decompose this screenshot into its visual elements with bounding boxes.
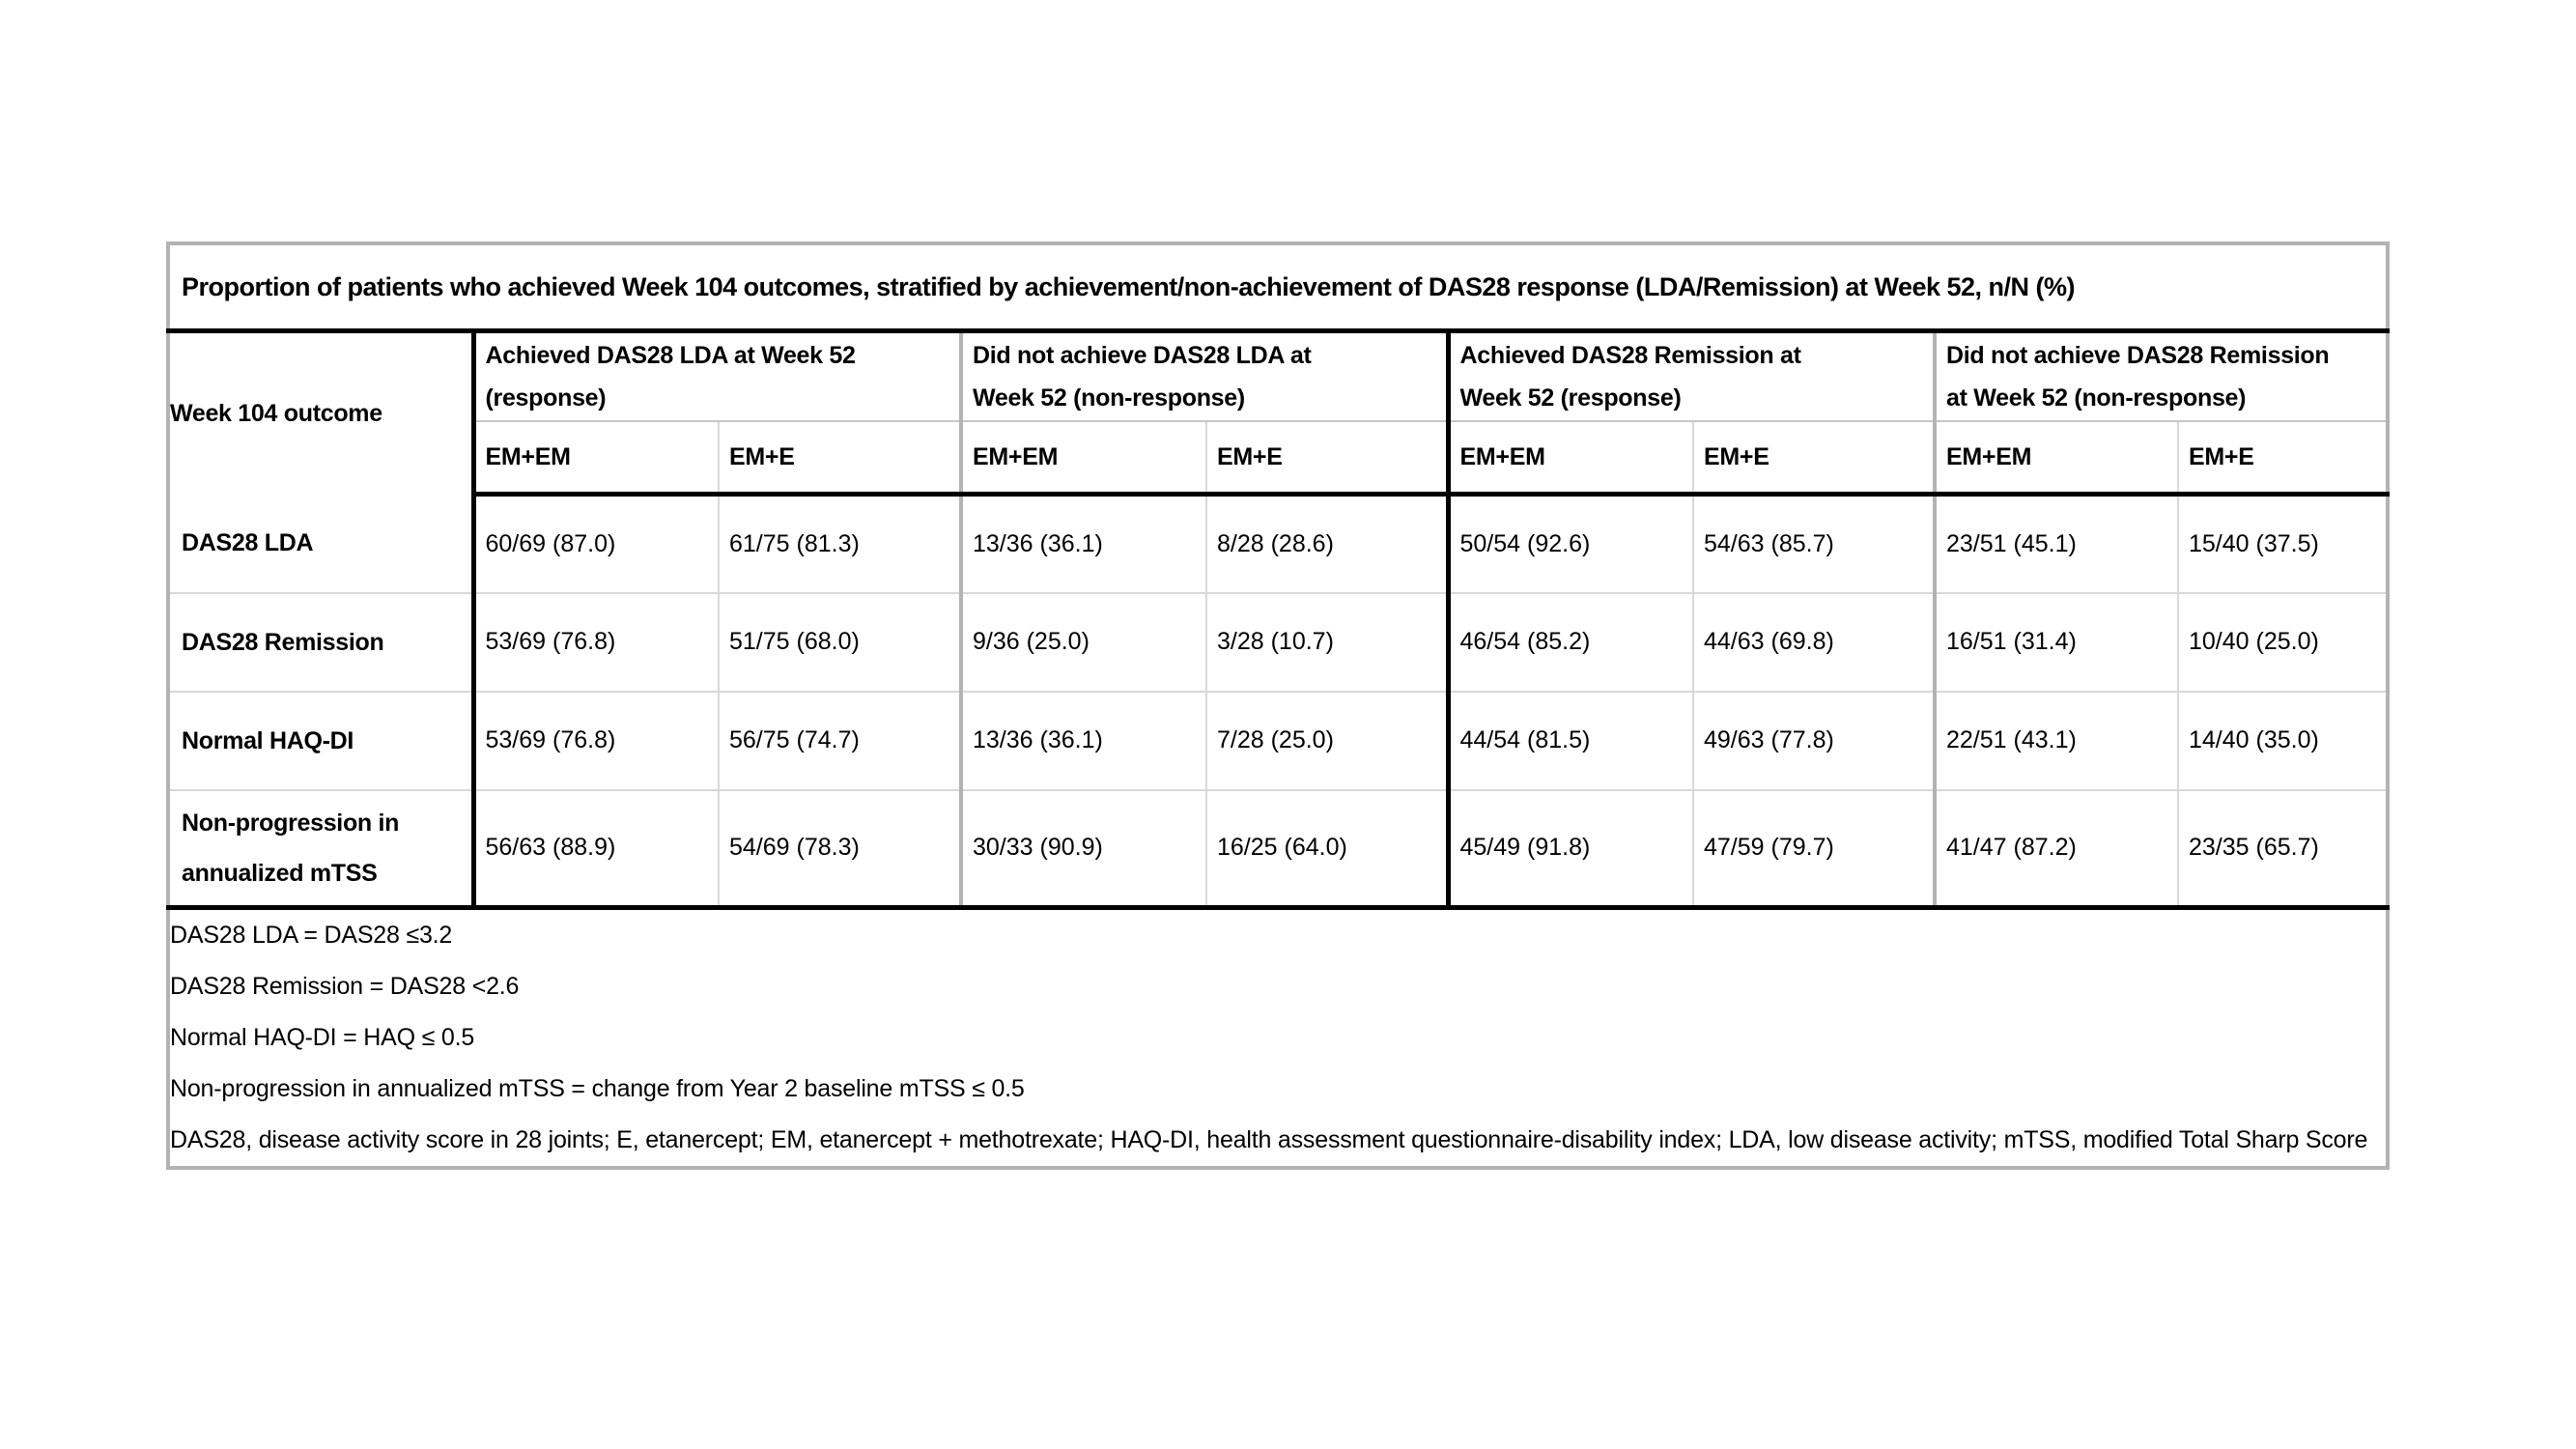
outcomes-table-grid: Proportion of patients who achieved Week…	[166, 242, 2391, 1170]
data-cell: 15/40 (37.5)	[2189, 529, 2319, 557]
col-group-line1: Achieved DAS28 Remission at	[1459, 342, 1801, 369]
row-label: Non-progression in annualized mTSS	[168, 789, 476, 908]
row-label: DAS28 Remission	[168, 592, 476, 692]
data-cell: 46/54 (85.2)	[1448, 592, 1694, 692]
data-cell: 54/63 (85.7)	[1693, 494, 1937, 593]
col-group-not-achieved-lda: Did not achieve DAS28 LDA at Week 52 (no…	[961, 330, 1451, 422]
data-cell: 50/54 (92.6)	[1448, 494, 1694, 593]
footnote: DAS28 Remission = DAS28 <2.6	[170, 973, 520, 1000]
data-cell: 22/51 (43.1)	[1935, 691, 2179, 790]
data-cell: 54/69 (78.3)	[719, 789, 963, 908]
col-group-line1: Did not achieve DAS28 LDA at	[973, 342, 1312, 369]
data-cell: 10/40 (25.0)	[2189, 628, 2319, 655]
data-cell: 14/40 (35.0)	[2189, 726, 2319, 753]
data-cell: 56/63 (88.9)	[473, 789, 720, 908]
data-cell: 8/28 (28.6)	[1206, 494, 1451, 593]
col-group-achieved-lda: Achieved DAS28 LDA at Week 52 (response)	[473, 330, 963, 422]
table-row: DAS28 Remission 53/69 (76.8) 51/75 (68.0…	[168, 592, 2389, 692]
row-label: DAS28 LDA	[168, 494, 476, 593]
sub-col-header: EM+EM	[473, 421, 720, 497]
outcomes-table: Proportion of patients who achieved Week…	[166, 242, 2391, 1170]
table-row: Normal HAQ-DI 53/69 (76.8) 56/75 (74.7) …	[168, 691, 2389, 790]
col-group-line2: (response)	[485, 384, 607, 412]
data-cell: 47/59 (79.7)	[1693, 789, 1937, 908]
footnote: Non-progression in annualized mTSS = cha…	[170, 1075, 1025, 1102]
sub-col-header: EM+E	[2178, 421, 2389, 497]
data-cell: 13/36 (36.1)	[961, 691, 1207, 790]
data-cell: 16/25 (64.0)	[1206, 789, 1451, 908]
col-group-not-achieved-remission: Did not achieve DAS28 Remission at Week …	[1935, 330, 2389, 422]
footnote: Normal HAQ-DI = HAQ ≤ 0.5	[170, 1024, 475, 1051]
data-cell: 23/51 (45.1)	[1935, 494, 2179, 593]
table-row: DAS28 LDA 60/69 (87.0) 61/75 (81.3) 13/3…	[168, 494, 2389, 593]
footnote: DAS28 LDA = DAS28 ≤3.2	[170, 922, 453, 949]
data-cell: 49/63 (77.8)	[1693, 691, 1937, 790]
data-cell: 60/69 (87.0)	[473, 494, 720, 593]
data-cell: 30/33 (90.9)	[961, 789, 1207, 908]
data-cell: 51/75 (68.0)	[719, 592, 963, 692]
data-cell: 53/69 (76.8)	[473, 592, 720, 692]
footnote-block: DAS28 LDA = DAS28 ≤3.2 DAS28 Remission =…	[168, 908, 2388, 1169]
table-title: Proportion of patients who achieved Week…	[168, 243, 2389, 333]
data-cell: 16/51 (31.4)	[1935, 592, 2179, 692]
data-cell: 61/75 (81.3)	[719, 494, 963, 593]
col-group-line2: Week 52 (non-response)	[973, 384, 1245, 412]
data-cell: 3/28 (10.7)	[1206, 592, 1451, 692]
sub-col-header: EM+EM	[1448, 421, 1694, 497]
sub-col-header: EM+EM	[961, 421, 1207, 497]
sub-col-header: EM+E	[719, 421, 963, 497]
col-group-achieved-remission: Achieved DAS28 Remission at Week 52 (res…	[1448, 330, 1937, 422]
data-cell: 23/35 (65.7)	[2189, 834, 2319, 862]
table-row: Non-progression in annualized mTSS 56/63…	[168, 789, 2389, 908]
col-group-line1: Did not achieve DAS28 Remission	[1946, 342, 2330, 369]
col-group-line2: Week 52 (response)	[1459, 384, 1682, 412]
sub-col-header: EM+E	[1693, 421, 1937, 497]
sub-col-header: EM+EM	[1935, 421, 2179, 497]
row-header-week104-outcome: Week 104 outcome	[168, 330, 476, 495]
data-cell: 53/69 (76.8)	[473, 691, 720, 790]
data-cell: 41/47 (87.2)	[1935, 789, 2179, 908]
col-group-line2: at Week 52 (non-response)	[1946, 384, 2247, 412]
data-cell: 45/49 (91.8)	[1448, 789, 1694, 908]
data-cell: 7/28 (25.0)	[1206, 691, 1451, 790]
data-cell: 9/36 (25.0)	[961, 592, 1207, 692]
footnote: DAS28, disease activity score in 28 join…	[170, 1126, 2368, 1153]
data-cell: 44/54 (81.5)	[1448, 691, 1694, 790]
data-cell: 13/36 (36.1)	[961, 494, 1207, 593]
col-group-line1: Achieved DAS28 LDA at Week 52	[485, 342, 856, 369]
row-label: Normal HAQ-DI	[168, 691, 476, 790]
data-cell: 44/63 (69.8)	[1693, 592, 1937, 692]
data-cell: 56/75 (74.7)	[719, 691, 963, 790]
sub-col-header: EM+E	[1206, 421, 1451, 497]
